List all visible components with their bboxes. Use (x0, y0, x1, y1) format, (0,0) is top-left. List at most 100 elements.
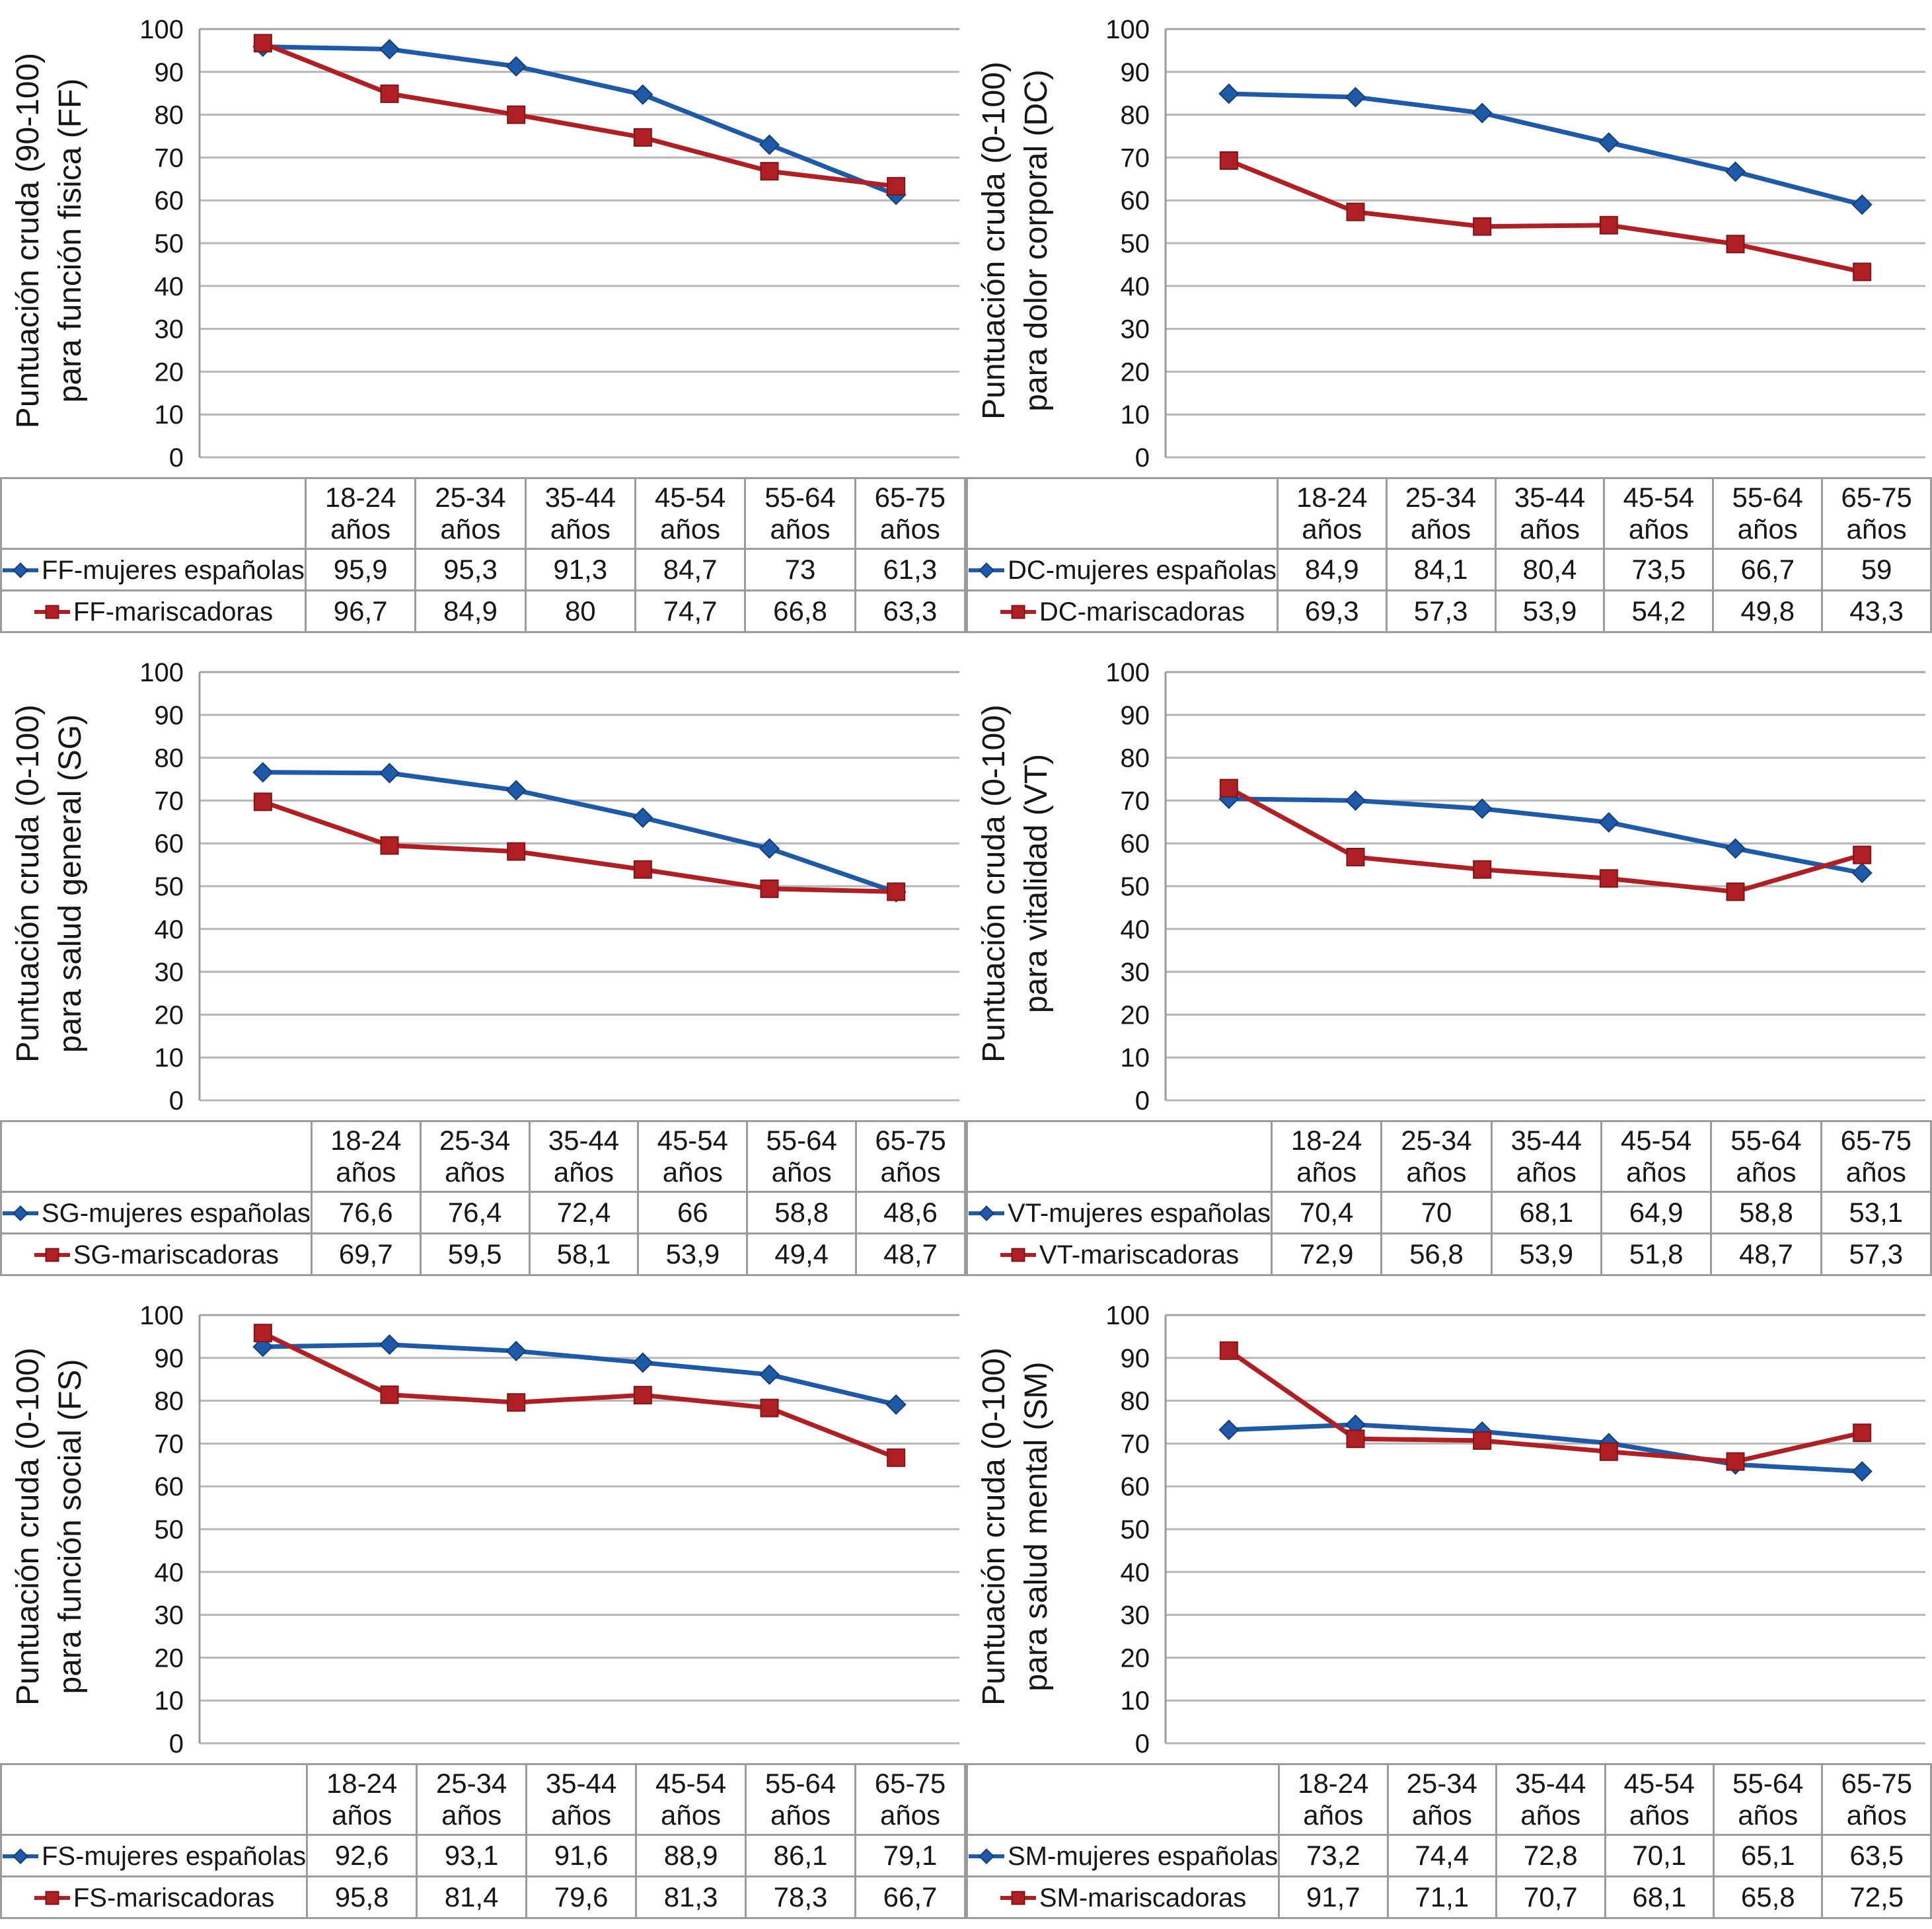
diamond-marker (632, 1352, 653, 1373)
value-cell: 64,9 (1600, 1191, 1713, 1234)
y-tick-label: 90 (1121, 58, 1150, 87)
value-cell: 71,1 (1386, 1875, 1498, 1919)
diamond-marker (252, 762, 274, 783)
y-tick-label: 70 (155, 786, 184, 815)
legend-marker-icon (34, 605, 70, 619)
value-cell: 53,1 (1820, 1191, 1932, 1234)
y-tick-label: 20 (155, 1001, 184, 1030)
value-cell: 56,8 (1380, 1232, 1493, 1276)
square-marker (45, 1248, 59, 1262)
data-table: 18-24 años 25-34 años 35-44 años 45-54 años 55-6… (965, 1763, 1932, 1919)
y-axis-label-line2: para vitalidad (VT) (1019, 753, 1054, 1014)
value-cell: 79,1 (854, 1834, 966, 1877)
y-tick-label: 50 (155, 229, 184, 258)
diamond-marker (1851, 1460, 1873, 1482)
value-cell: 81,3 (635, 1875, 747, 1919)
value-cell: 65,1 (1712, 1834, 1824, 1877)
series-line-blue (262, 1342, 897, 1407)
diamond-marker (1218, 83, 1240, 104)
value-cell: 70 (1380, 1191, 1493, 1234)
y-axis-label-line2: para salud mental (SM) (1019, 1361, 1054, 1692)
value-cell: 57,3 (1820, 1232, 1932, 1276)
diamond-marker (978, 1848, 995, 1864)
age-unit-label: años (1411, 513, 1471, 545)
square-marker (380, 1385, 399, 1404)
age-header-cell: 18-24 años (310, 1120, 422, 1193)
square-marker (633, 1386, 652, 1405)
y-tick-label: 40 (155, 272, 184, 301)
age-unit-label: años (1738, 1799, 1799, 1831)
value-cell: 53,9 (637, 1232, 749, 1276)
value-cell: 69,3 (1276, 589, 1388, 633)
age-unit-label: años (550, 513, 611, 545)
y-tick-label: 0 (1135, 443, 1150, 472)
value-cell: 65,8 (1712, 1875, 1824, 1919)
y-tick-label: 100 (1105, 15, 1150, 44)
diamond-marker (1598, 812, 1619, 833)
value-cell: 58,8 (1710, 1191, 1822, 1234)
diamond-marker (12, 562, 29, 578)
value-cell: 73,2 (1278, 1834, 1389, 1877)
y-tick-label: 20 (155, 358, 184, 387)
age-header-cell: 65-75 años (1820, 1120, 1932, 1193)
value-cell: 49,8 (1712, 589, 1824, 633)
series-line-red (262, 800, 897, 894)
y-axis-label-text: Puntuación cruda (90-100) para función f… (0, 9, 99, 472)
legend-marker-icon (3, 1205, 38, 1221)
series-name: DC-mujeres españolas (1008, 555, 1277, 585)
series-name: SM-mariscadoras (1039, 1883, 1247, 1912)
series-row: VT-mariscadoras 72,9 56,8 53,9 51,8 48,7 57,3 (966, 1232, 1932, 1276)
age-unit-label: años (660, 513, 721, 545)
value-cell: 48,7 (1710, 1232, 1822, 1276)
age-unit-label: años (1846, 513, 1907, 545)
data-table: 18-24 años 25-34 años 35-44 años 45-54 años 55-6… (0, 1120, 966, 1276)
corner-cell (0, 1763, 309, 1836)
value-cell: 72,9 (1270, 1232, 1383, 1276)
y-tick-label: 60 (1121, 1472, 1150, 1501)
square-marker (1726, 882, 1745, 901)
corner-cell (966, 477, 1279, 550)
line-plot-sm: 0 10 20 30 40 50 60 70 80 90 100 (1105, 1301, 1925, 1758)
y-tick-label: 50 (155, 872, 184, 901)
age-unit-label: años (445, 1156, 505, 1188)
value-cell: 61,3 (854, 548, 967, 591)
value-cell: 92,6 (306, 1834, 418, 1877)
age-unit-label: años (1296, 1156, 1357, 1188)
square-marker (507, 1393, 526, 1412)
age-header-cell: 25-34 años (416, 1763, 528, 1836)
y-tick-label: 80 (155, 101, 184, 130)
age-range-label: 18-24 (326, 1768, 398, 1799)
age-header-cell: 25-34 años (1380, 1120, 1493, 1193)
diamond-marker (759, 1364, 780, 1385)
square-marker (1011, 1891, 1025, 1905)
series-row: FF-mariscadoras 96,7 84,9 80 74,7 66,8 63,3 (0, 589, 967, 633)
diamond-marker (759, 134, 780, 155)
square-marker (1219, 1341, 1238, 1360)
age-unit-label: años (880, 1156, 941, 1188)
age-range-label: 35-44 (545, 1768, 617, 1799)
value-cell: 95,8 (306, 1875, 418, 1919)
age-header-cell: 25-34 años (419, 1120, 531, 1193)
age-range-label: 18-24 (1290, 1125, 1362, 1156)
age-unit-label: años (1737, 513, 1798, 545)
square-marker (1473, 1431, 1492, 1450)
age-header-cell: 45-54 años (634, 477, 747, 550)
y-tick-label: 90 (155, 58, 184, 87)
y-tick-label: 50 (1121, 229, 1150, 258)
y-axis-label: Puntuación cruda (0-100) para función so… (0, 1295, 100, 1758)
square-marker (1726, 1452, 1745, 1471)
diamond-marker (978, 1205, 995, 1221)
series-name: FF-mujeres españolas (42, 555, 305, 585)
age-header-cell: 55-64 años (745, 1763, 857, 1836)
age-header-cell: 45-54 años (1603, 477, 1715, 550)
age-header-cell: 55-64 años (1712, 1763, 1824, 1836)
age-header-cell: 18-24 años (304, 477, 417, 550)
age-header-row: 18-24 años 25-34 años 35-44 años 45-54 años 55-6… (0, 477, 967, 550)
value-cell: 91,7 (1278, 1875, 1389, 1919)
age-header-cell: 18-24 años (1276, 477, 1388, 550)
age-unit-label: años (1303, 1799, 1364, 1831)
age-range-label: 45-54 (1623, 482, 1695, 513)
age-range-label: 65-75 (1841, 482, 1912, 513)
y-axis-label-line2: para salud general (SG) (53, 714, 88, 1053)
y-tick-label: 60 (1121, 186, 1150, 215)
